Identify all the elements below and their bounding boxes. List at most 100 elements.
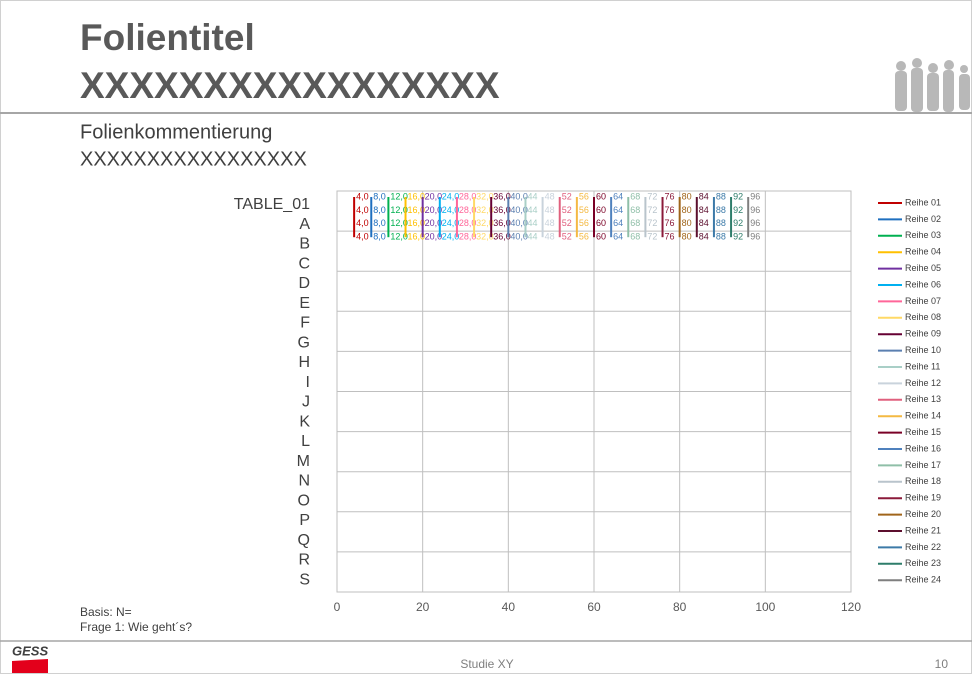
- data-label: 12,0: [390, 218, 408, 228]
- data-label: 72: [647, 191, 657, 201]
- y-tick-label: E: [299, 295, 310, 312]
- data-label: 60: [596, 218, 606, 228]
- y-tick-label: N: [298, 473, 310, 490]
- data-label: 68: [630, 232, 640, 242]
- data-label: 12,0: [390, 205, 408, 215]
- y-tick-label: M: [297, 453, 310, 470]
- y-tick-label: G: [298, 334, 310, 351]
- data-label: 32,0: [476, 218, 494, 228]
- data-label: 96: [750, 232, 760, 242]
- x-tick-label: 20: [416, 600, 430, 614]
- data-label: 64: [613, 232, 623, 242]
- data-label: 44: [527, 218, 537, 228]
- data-label: 60: [596, 205, 606, 215]
- slide-title: XXXXXXXXXXXXXXXXX: [80, 65, 500, 106]
- data-label: 64: [613, 218, 623, 228]
- data-label: 88: [716, 218, 726, 228]
- basis-note: Basis: N=: [80, 605, 132, 619]
- data-label: 40,0: [510, 205, 528, 215]
- legend-label: Reihe 16: [905, 443, 941, 453]
- data-label: 40,0: [510, 191, 528, 201]
- legend-label: Reihe 08: [905, 312, 941, 322]
- data-label: 32,0: [476, 232, 494, 242]
- legend-label: Reihe 18: [905, 476, 941, 486]
- x-tick-label: 120: [841, 600, 861, 614]
- data-label: 4,0: [356, 218, 369, 228]
- data-label: 48: [545, 205, 555, 215]
- data-label: 68: [630, 205, 640, 215]
- logo-bar: [12, 659, 48, 673]
- legend-label: Reihe 19: [905, 493, 941, 503]
- data-label: 24,0: [442, 191, 460, 201]
- data-label: 84: [699, 232, 709, 242]
- data-label: 4,0: [356, 232, 369, 242]
- legend-label: Reihe 21: [905, 525, 941, 535]
- y-tick-label: S: [299, 571, 310, 588]
- data-label: 40,0: [510, 232, 528, 242]
- legend-label: Reihe 24: [905, 575, 941, 585]
- legend-label: Reihe 05: [905, 263, 941, 273]
- data-label: 44: [527, 191, 537, 201]
- legend-label: Reihe 23: [905, 558, 941, 568]
- legend-label: Reihe 09: [905, 329, 941, 339]
- data-label: 8,0: [373, 218, 386, 228]
- legend-label: Reihe 12: [905, 378, 941, 388]
- y-tick-label: O: [298, 492, 310, 509]
- data-label: 52: [562, 191, 572, 201]
- data-label: 92: [733, 191, 743, 201]
- data-label: 60: [596, 232, 606, 242]
- y-tick-label: I: [306, 374, 310, 391]
- data-label: 80: [682, 191, 692, 201]
- legend-label: Reihe 15: [905, 427, 941, 437]
- data-label: 8,0: [373, 191, 386, 201]
- people-icon: [895, 58, 970, 112]
- data-label: 56: [579, 191, 589, 201]
- y-tick-label: B: [299, 236, 310, 253]
- data-label: 16,0: [408, 232, 426, 242]
- legend-label: Reihe 10: [905, 345, 941, 355]
- legend-label: Reihe 14: [905, 411, 941, 421]
- data-label: 28,0: [459, 205, 477, 215]
- data-label: 16,0: [408, 205, 426, 215]
- legend-label: Reihe 20: [905, 509, 941, 519]
- data-label: 12,0: [390, 191, 408, 201]
- data-label: 4,0: [356, 205, 369, 215]
- data-label: 36,0: [493, 218, 511, 228]
- data-label: 20,0: [425, 205, 443, 215]
- data-label: 32,0: [476, 205, 494, 215]
- data-label: 36,0: [493, 205, 511, 215]
- y-tick-label: L: [301, 433, 310, 450]
- legend-label: Reihe 06: [905, 279, 941, 289]
- legend-label: Reihe 07: [905, 296, 941, 306]
- x-tick-label: 40: [502, 600, 516, 614]
- data-label: 88: [716, 232, 726, 242]
- data-label: 84: [699, 191, 709, 201]
- data-label: 36,0: [493, 191, 511, 201]
- y-tick-label: J: [302, 394, 310, 411]
- y-tick-label: H: [298, 354, 310, 371]
- y-tick-label: A: [299, 216, 310, 233]
- slide-title: Folientitel: [80, 17, 255, 58]
- data-label: 16,0: [408, 191, 426, 201]
- data-label: 48: [545, 191, 555, 201]
- data-label: 56: [579, 232, 589, 242]
- data-label: 28,0: [459, 191, 477, 201]
- legend-label: Reihe 03: [905, 230, 941, 240]
- data-label: 72: [647, 232, 657, 242]
- legend-label: Reihe 13: [905, 394, 941, 404]
- data-label: 64: [613, 191, 623, 201]
- data-label: 72: [647, 218, 657, 228]
- data-label: 96: [750, 218, 760, 228]
- y-tick-label: Q: [298, 532, 310, 549]
- data-label: 80: [682, 218, 692, 228]
- data-label: 92: [733, 205, 743, 215]
- data-label: 8,0: [373, 232, 386, 242]
- data-label: 76: [665, 218, 675, 228]
- question-note: Frage 1: Wie geht´s?: [80, 620, 192, 634]
- data-label: 20,0: [425, 232, 443, 242]
- legend-label: Reihe 01: [905, 197, 941, 207]
- data-label: 40,0: [510, 218, 528, 228]
- data-label: 12,0: [390, 232, 408, 242]
- data-label: 92: [733, 232, 743, 242]
- data-label: 20,0: [425, 218, 443, 228]
